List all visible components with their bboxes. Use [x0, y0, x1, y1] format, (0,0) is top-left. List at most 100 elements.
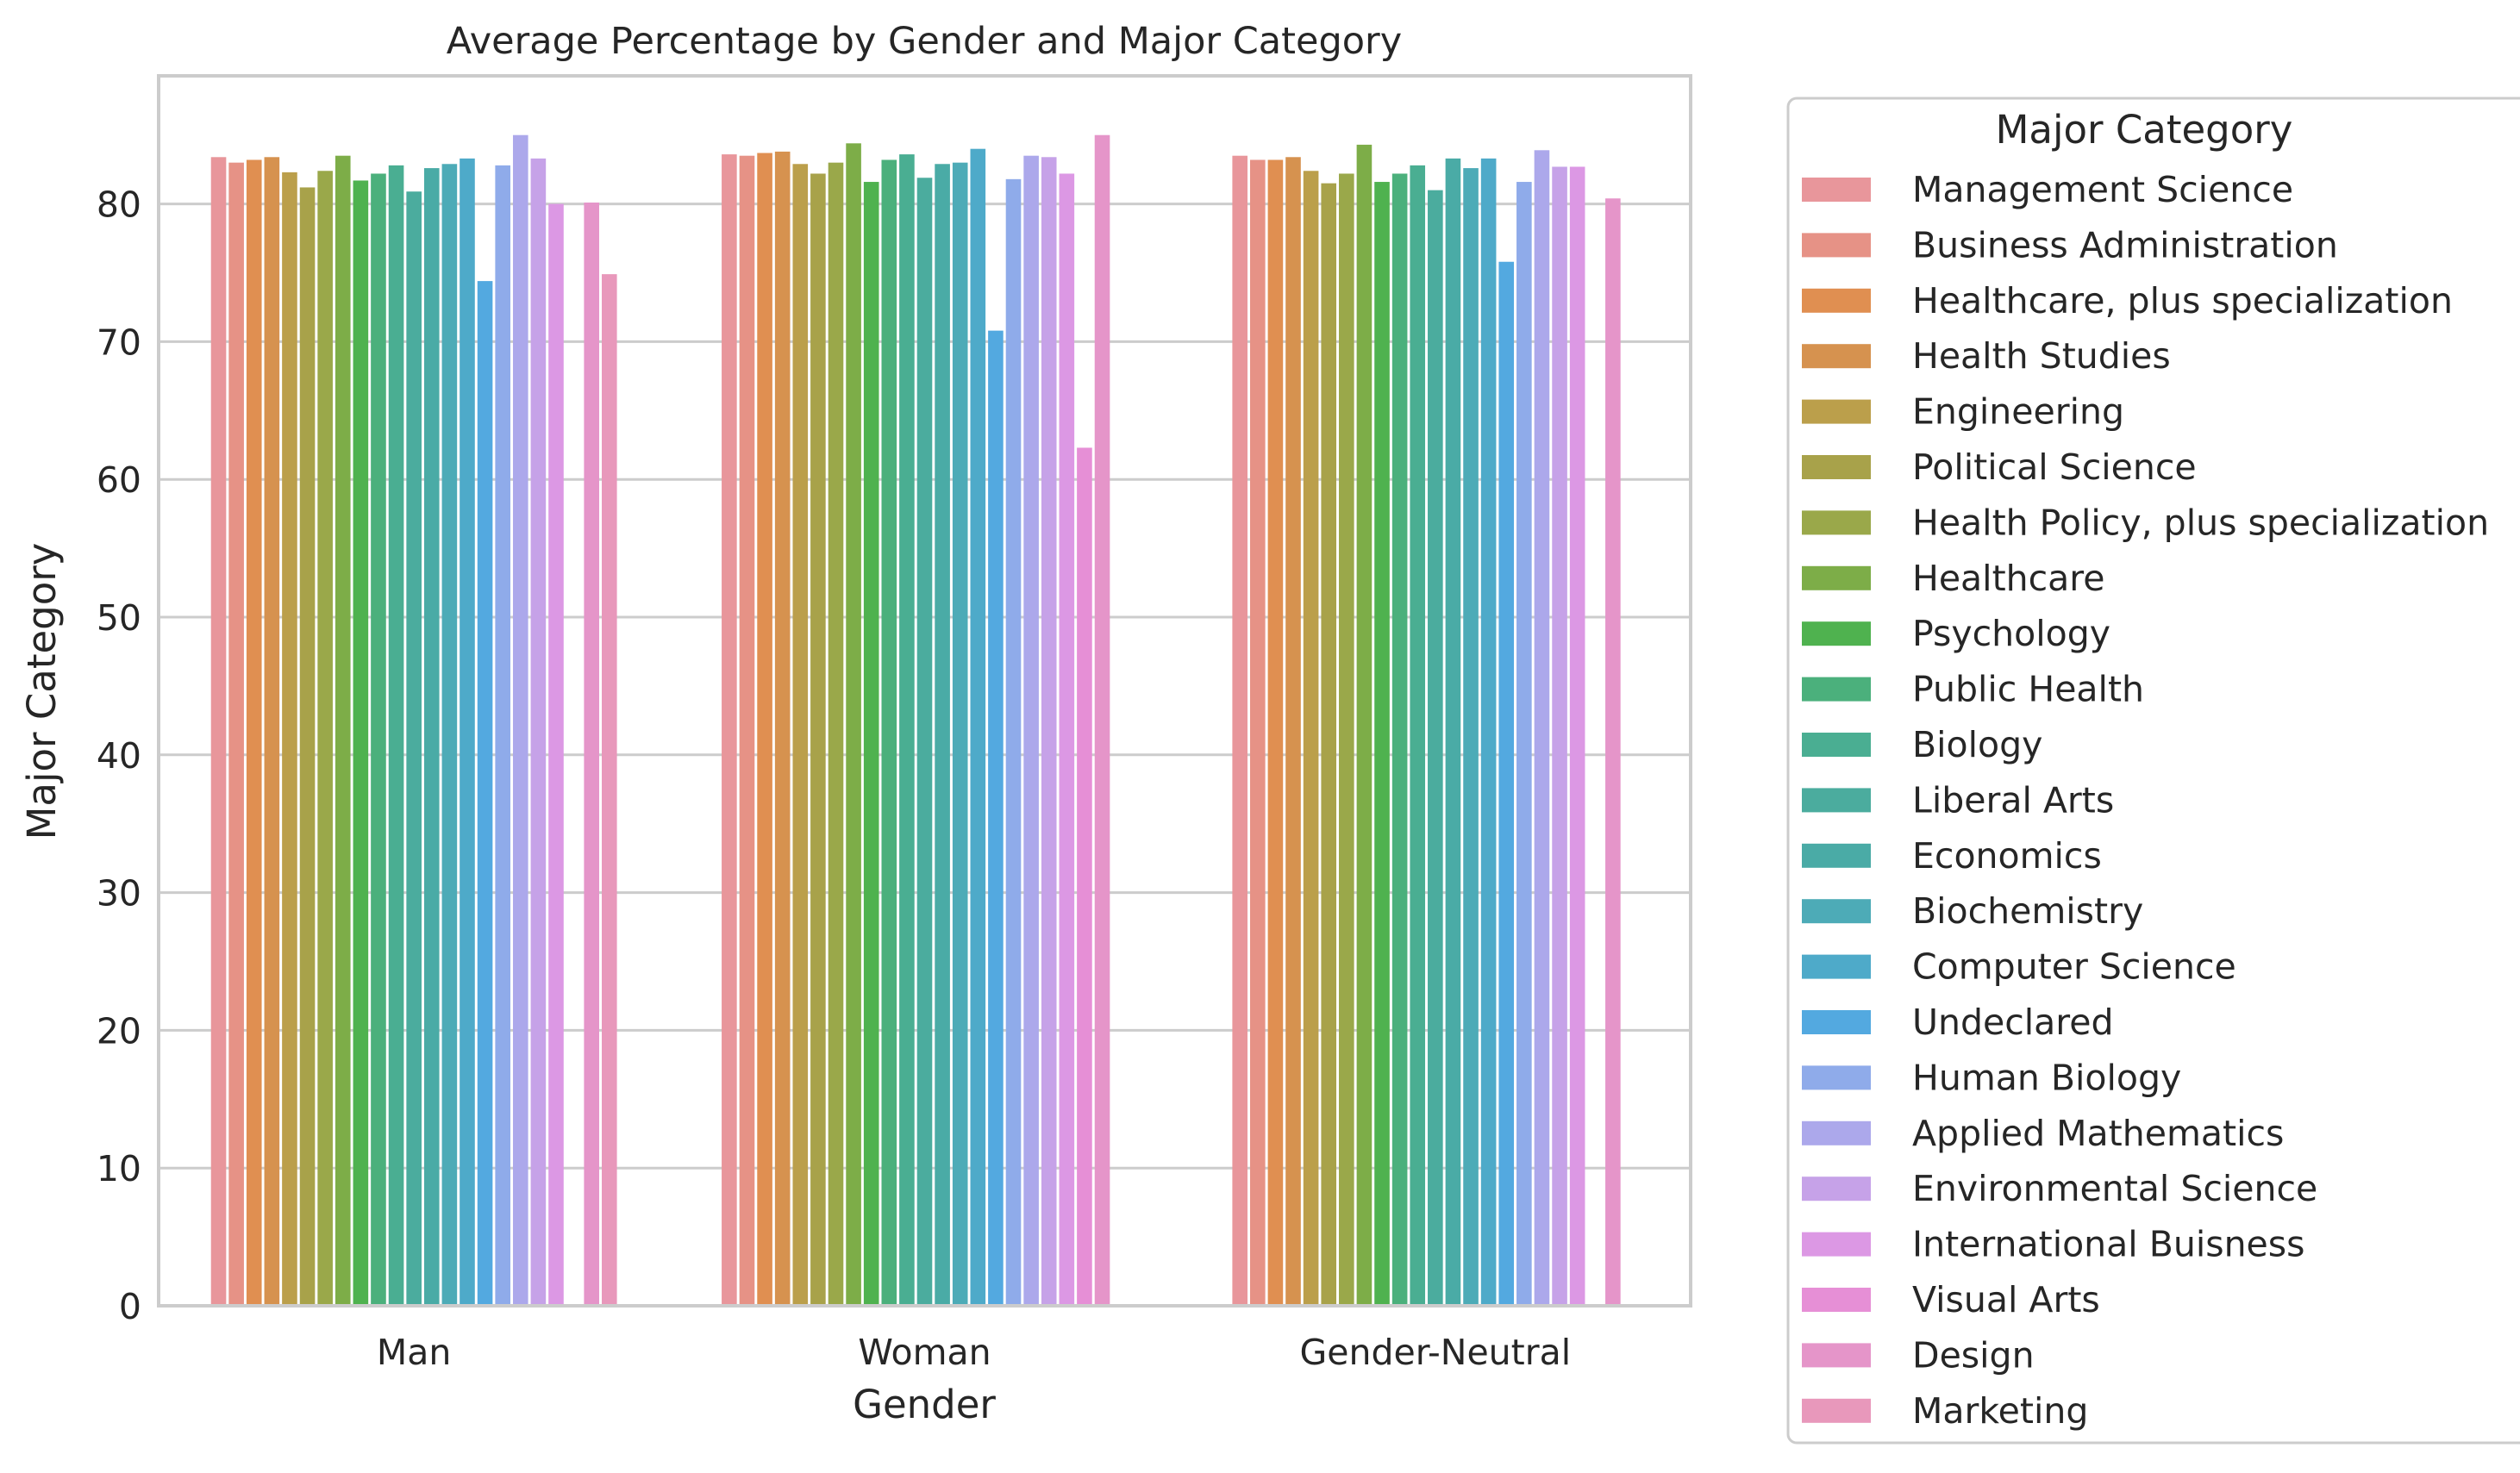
bar	[792, 164, 809, 1306]
bar	[952, 162, 968, 1307]
legend-label: Health Studies	[1912, 335, 2171, 377]
bar	[1410, 165, 1426, 1306]
legend-label: Design	[1912, 1334, 2035, 1376]
x-axis-label: Gender	[853, 1382, 996, 1427]
bar	[899, 154, 915, 1307]
bar	[299, 187, 316, 1306]
legend-swatch	[1802, 233, 1871, 258]
legend-label: Psychology	[1912, 613, 2110, 654]
bar	[988, 330, 1004, 1307]
y-tick-label: 60	[97, 459, 141, 501]
bar	[935, 164, 950, 1306]
bar	[1428, 190, 1443, 1307]
y-tick-labels: 0 10 20 30 40 50 60 70 80	[97, 184, 141, 1327]
legend-swatch	[1802, 954, 1871, 979]
legend-label: Healthcare	[1912, 558, 2104, 599]
legend-label: Biochemistry	[1912, 890, 2143, 932]
legend: Major Category Management Science Busines…	[1786, 97, 2520, 1445]
bar	[916, 178, 933, 1306]
bar	[317, 171, 333, 1306]
bar	[1498, 261, 1515, 1306]
legend-swatch	[1802, 843, 1871, 868]
bar	[1023, 155, 1039, 1306]
legend-label: Liberal Arts	[1912, 779, 2114, 821]
legend-swatch	[1802, 1120, 1871, 1145]
y-tick-label: 70	[97, 321, 141, 363]
bar	[1250, 159, 1266, 1306]
legend-label: Management Science	[1912, 169, 2293, 210]
bar	[388, 165, 404, 1306]
bar	[722, 154, 737, 1307]
legend-label: International Buisness	[1912, 1224, 2305, 1265]
legend-swatch	[1802, 1288, 1871, 1312]
legend-swatch	[1802, 288, 1871, 313]
legend-label: Biology	[1912, 724, 2042, 765]
legend-swatch	[1802, 899, 1871, 924]
x-tick-label: Man	[377, 1332, 451, 1373]
bar	[1480, 158, 1497, 1307]
bar	[548, 203, 564, 1306]
bar	[441, 164, 458, 1306]
bar	[335, 155, 351, 1306]
legend-swatch	[1802, 1010, 1871, 1034]
legend-swatch	[1802, 621, 1871, 646]
bar	[1374, 182, 1390, 1306]
bar	[846, 143, 861, 1306]
plot-frame	[157, 74, 1692, 1308]
y-tick-label: 10	[97, 1148, 141, 1189]
legend-label: Engineering	[1912, 391, 2124, 433]
legend-frame	[1786, 97, 2520, 1445]
bar	[1552, 166, 1567, 1307]
legend-label: Public Health	[1912, 669, 2144, 710]
bar	[1605, 198, 1621, 1307]
bar	[810, 173, 826, 1306]
y-axis-label: Major Category	[19, 543, 65, 840]
legend-swatch	[1802, 1232, 1871, 1257]
bar	[228, 162, 244, 1307]
legend-label: Healthcare, plus specialization	[1912, 280, 2453, 321]
bar	[477, 281, 493, 1307]
bar	[863, 182, 879, 1306]
legend-label: Undeclared	[1912, 1002, 2114, 1043]
legend-label: Marketing	[1912, 1390, 2088, 1432]
chart-title: Average Percentage by Gender and Major C…	[447, 20, 1402, 63]
bar	[495, 165, 510, 1306]
y-tick-label: 0	[119, 1286, 141, 1327]
bar	[1059, 173, 1075, 1306]
bar	[1339, 173, 1354, 1306]
bar	[1267, 159, 1284, 1306]
bar	[1285, 157, 1301, 1306]
legend-swatch	[1802, 455, 1871, 479]
bar	[1041, 157, 1057, 1306]
legend-swatch	[1802, 677, 1871, 702]
bar	[1391, 173, 1408, 1306]
legend-swatch	[1802, 1177, 1871, 1201]
bar	[1321, 183, 1337, 1306]
bar	[1303, 171, 1319, 1306]
bar	[881, 159, 897, 1306]
bar	[774, 151, 791, 1306]
legend-swatch	[1802, 565, 1871, 590]
legend-swatch	[1802, 178, 1871, 202]
bar	[210, 157, 227, 1306]
bar	[1463, 168, 1479, 1307]
bar	[1569, 166, 1585, 1307]
legend-label: Computer Science	[1912, 946, 2236, 988]
legend-swatch	[1802, 399, 1871, 424]
bar	[1005, 178, 1022, 1306]
bar	[371, 173, 386, 1306]
bar	[353, 180, 369, 1307]
legend-swatch	[1802, 344, 1871, 369]
legend-swatch	[1802, 788, 1871, 813]
bar	[1356, 144, 1373, 1307]
y-tick-label: 80	[97, 184, 141, 226]
bar	[1534, 150, 1550, 1307]
legend-label: Visual Arts	[1912, 1279, 2100, 1320]
legend-label: Applied Mathematics	[1912, 1113, 2284, 1154]
legend-swatch	[1802, 1343, 1871, 1368]
bar	[1445, 158, 1461, 1307]
y-tick-label: 50	[97, 597, 141, 639]
x-tick-label: Gender-Neutral	[1300, 1332, 1572, 1373]
legend-swatch	[1802, 733, 1871, 757]
